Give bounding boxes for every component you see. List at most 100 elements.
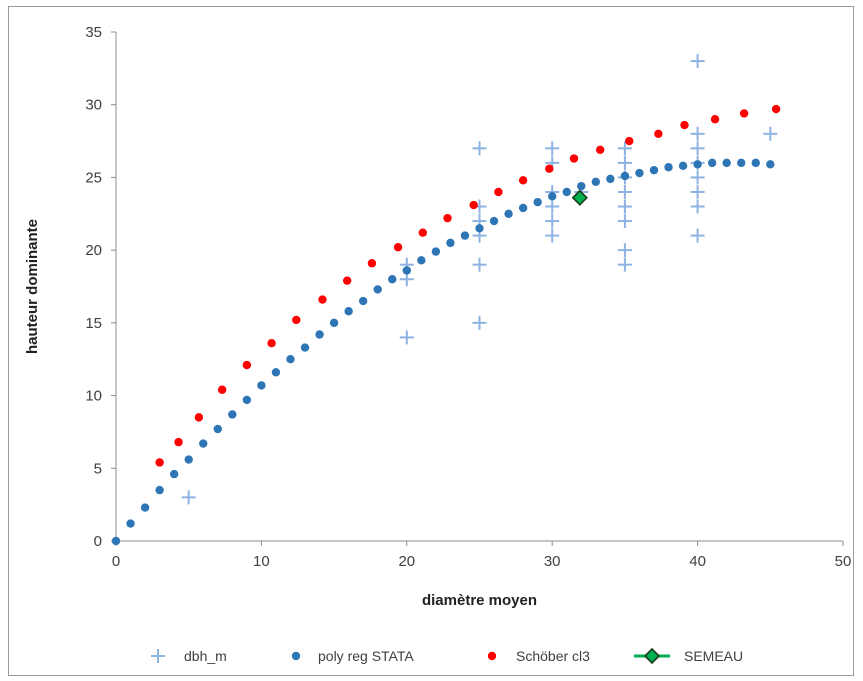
legend-marker xyxy=(291,651,301,661)
data-point xyxy=(617,141,632,156)
legend-item: dbh_m xyxy=(151,648,227,664)
y-tick-label: 0 xyxy=(94,533,102,550)
data-point xyxy=(545,199,560,214)
data-point xyxy=(654,129,663,138)
legend-item: Schöber cl3 xyxy=(487,648,590,664)
legend-label: Schöber cl3 xyxy=(516,648,590,664)
data-point xyxy=(562,187,571,197)
data-point xyxy=(446,238,455,248)
data-point xyxy=(494,187,503,197)
data-point xyxy=(649,165,659,175)
x-tick-label: 10 xyxy=(253,553,270,570)
data-point xyxy=(533,197,542,207)
x-tick-label: 0 xyxy=(112,553,120,570)
legend-item: poly reg STATA xyxy=(291,648,414,664)
series-dbh-m xyxy=(181,54,778,505)
data-point xyxy=(181,490,196,505)
data-point xyxy=(271,368,281,377)
data-point xyxy=(545,164,554,173)
data-point xyxy=(417,256,426,265)
data-point xyxy=(739,109,749,118)
data-point xyxy=(300,343,310,352)
data-point xyxy=(393,243,403,252)
data-point xyxy=(690,141,705,156)
data-point xyxy=(342,276,352,285)
data-point xyxy=(690,199,705,214)
legend-item: SEMEAU xyxy=(634,647,743,665)
data-point xyxy=(184,455,193,464)
data-point xyxy=(174,437,183,447)
data-point xyxy=(358,296,368,306)
series-sch-ber-cl3 xyxy=(155,104,781,467)
data-point xyxy=(678,161,688,170)
data-point xyxy=(257,381,266,390)
data-point xyxy=(591,177,601,186)
data-point xyxy=(690,228,705,243)
x-tick-label: 50 xyxy=(835,553,852,570)
data-point xyxy=(664,163,673,172)
data-point xyxy=(344,307,353,316)
data-point xyxy=(577,181,586,191)
y-axis-title: hauteur dominante xyxy=(24,219,41,354)
data-point xyxy=(388,275,397,284)
legend-label: dbh_m xyxy=(184,648,227,664)
data-point xyxy=(766,160,775,169)
data-point xyxy=(690,126,705,141)
data-point xyxy=(217,385,227,394)
data-point xyxy=(680,120,689,130)
data-point xyxy=(722,158,731,168)
data-point xyxy=(690,54,705,69)
data-point xyxy=(318,295,327,304)
data-point xyxy=(693,160,702,169)
data-point xyxy=(213,424,222,434)
data-point xyxy=(545,214,560,229)
x-axis-title: diamètre moyen xyxy=(422,592,537,609)
axes xyxy=(115,32,843,542)
y-tick-label: 5 xyxy=(94,460,102,477)
data-point xyxy=(606,174,615,184)
legend-marker xyxy=(151,649,165,663)
data-point xyxy=(617,243,632,258)
data-point xyxy=(763,126,778,141)
data-point xyxy=(315,330,324,339)
y-tick-label: 10 xyxy=(85,388,102,405)
legend-marker xyxy=(487,651,497,661)
data-point xyxy=(595,145,605,154)
data-point xyxy=(399,330,414,345)
legend-marker xyxy=(643,647,661,665)
data-point xyxy=(751,158,760,168)
data-point xyxy=(155,485,164,495)
data-point xyxy=(548,192,557,201)
x-tick-label: 30 xyxy=(544,553,561,570)
y-tick-group: 0 5 10 15 20 25 30 35 xyxy=(85,24,116,550)
data-point xyxy=(242,395,252,405)
legend-label: SEMEAU xyxy=(684,648,743,664)
data-point xyxy=(771,104,781,114)
data-point xyxy=(126,519,135,528)
data-point xyxy=(518,203,528,213)
data-point xyxy=(199,439,208,448)
data-point xyxy=(292,315,301,325)
series-semeau xyxy=(571,189,588,206)
data-point xyxy=(635,168,644,178)
data-point xyxy=(518,176,528,185)
data-point xyxy=(460,231,470,240)
data-point xyxy=(475,224,484,233)
data-marks xyxy=(111,54,781,546)
series-poly-reg-stata xyxy=(111,158,775,546)
data-point xyxy=(710,115,720,124)
data-point xyxy=(571,189,588,206)
y-tick-label: 25 xyxy=(85,169,102,186)
data-point xyxy=(617,199,632,214)
data-point xyxy=(111,536,121,546)
data-point xyxy=(737,158,746,168)
data-point xyxy=(617,214,632,229)
data-point xyxy=(286,355,295,364)
data-point xyxy=(569,154,579,163)
x-tick-label: 20 xyxy=(398,553,415,570)
y-tick-label: 30 xyxy=(85,97,102,114)
legend-label: poly reg STATA xyxy=(318,648,414,664)
data-point xyxy=(228,410,237,419)
data-point xyxy=(545,228,560,243)
